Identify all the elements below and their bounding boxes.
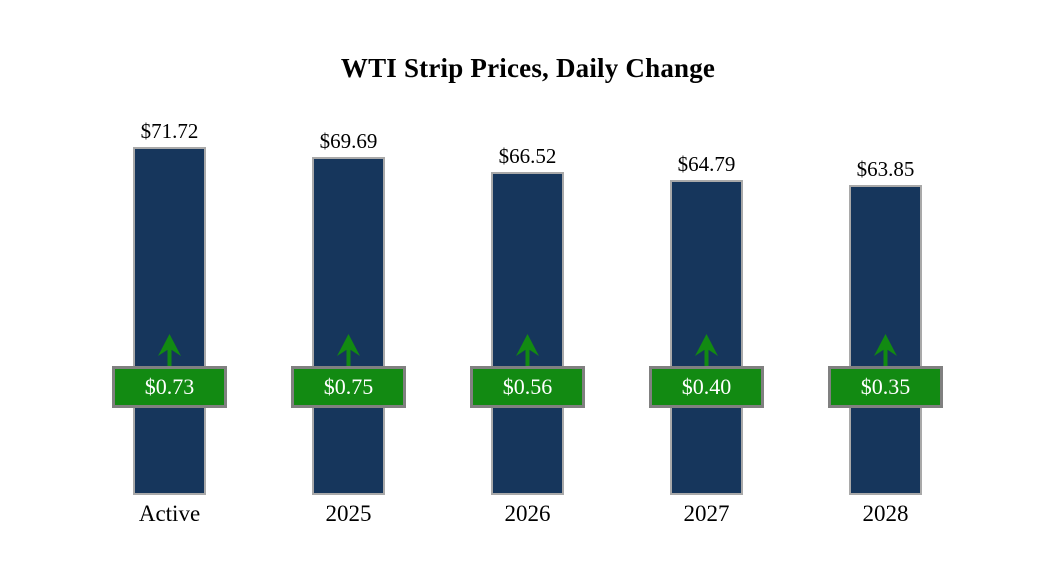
bar-group-2026: $66.52 $0.56 2026: [438, 0, 617, 576]
bar-value-label: $66.52: [498, 144, 557, 168]
category-label: 2025: [325, 501, 372, 526]
category-label: 2026: [504, 501, 551, 526]
bar-value-label: $69.69: [319, 129, 378, 153]
up-arrow-icon: [695, 334, 718, 371]
bar-value-label: $71.72: [140, 119, 199, 143]
bar-group-2025: $69.69 $0.75 2025: [259, 0, 438, 576]
bar-value-label: $63.85: [856, 157, 915, 181]
category-label: 2027: [683, 501, 730, 526]
category-label: Active: [138, 501, 201, 526]
price-bar: [491, 172, 564, 495]
change-badge: $0.73: [112, 366, 227, 408]
price-bar: [849, 185, 922, 495]
bar-group-active: $71.72 $0.73 Active: [80, 0, 259, 576]
bar-group-2028: $63.85 $0.35 2028: [796, 0, 975, 576]
bar-value-label: $64.79: [677, 152, 736, 176]
change-value: $0.40: [681, 374, 732, 399]
change-badge: $0.56: [470, 366, 585, 408]
change-value: $0.75: [323, 374, 374, 399]
change-value: $0.56: [502, 374, 553, 399]
bar-group-2027: $64.79 $0.40 2027: [617, 0, 796, 576]
category-label: 2028: [862, 501, 909, 526]
price-bar: [312, 157, 385, 495]
change-badge: $0.75: [291, 366, 406, 408]
change-value: $0.35: [860, 374, 911, 399]
chart-title: WTI Strip Prices, Daily Change: [340, 53, 716, 83]
up-arrow-icon: [337, 334, 360, 371]
change-value: $0.73: [144, 374, 195, 399]
price-bar: [133, 147, 206, 495]
up-arrow-icon: [516, 334, 539, 371]
up-arrow-icon: [158, 334, 181, 371]
change-badge: $0.40: [649, 366, 764, 408]
change-badge: $0.35: [828, 366, 943, 408]
up-arrow-icon: [874, 334, 897, 371]
